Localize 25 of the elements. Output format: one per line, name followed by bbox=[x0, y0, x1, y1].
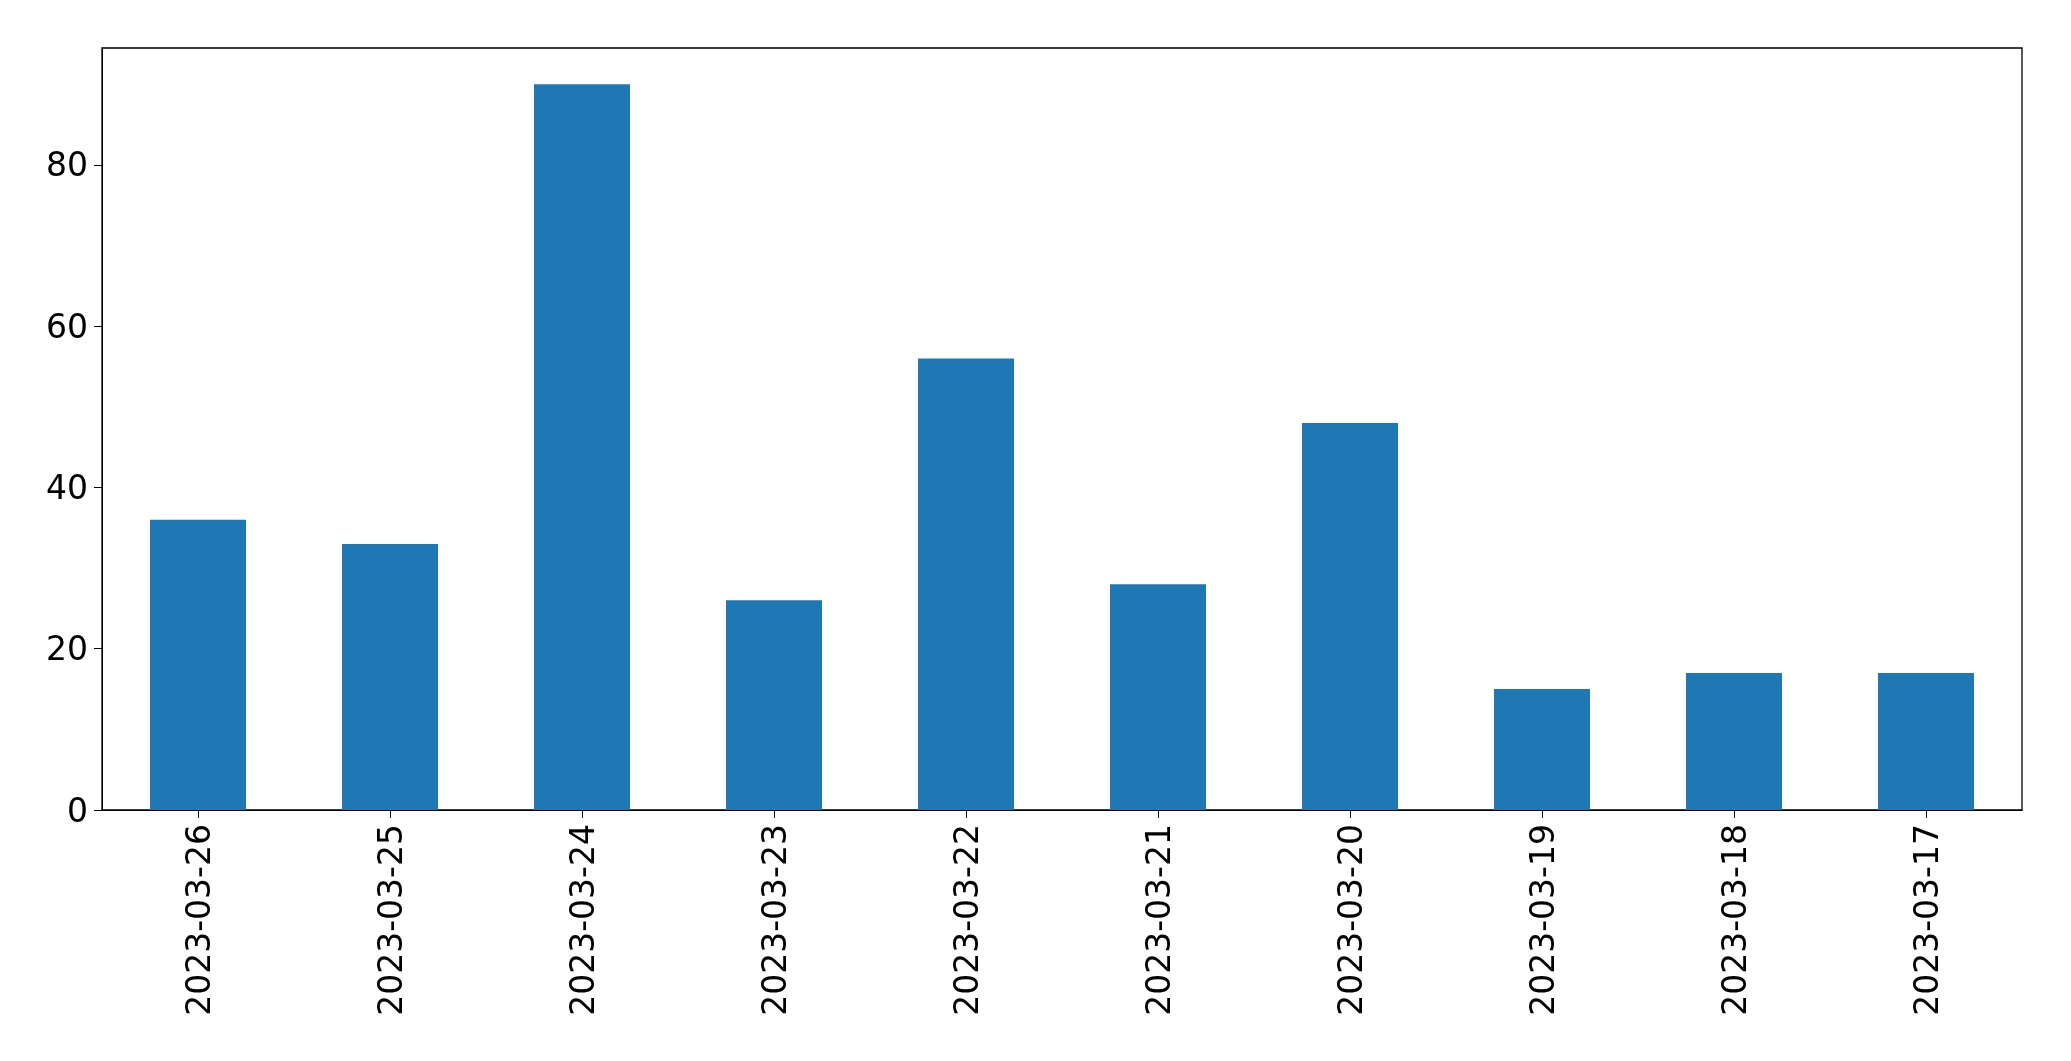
bar bbox=[1302, 422, 1398, 810]
bar bbox=[150, 519, 246, 810]
bar bbox=[1110, 584, 1206, 810]
x-tick-label: 2023-03-17 bbox=[1906, 824, 1946, 1016]
bar bbox=[918, 358, 1014, 810]
y-tick-label: 60 bbox=[46, 306, 88, 346]
y-tick-label: 20 bbox=[46, 629, 88, 669]
x-tick-label: 2023-03-22 bbox=[946, 824, 986, 1016]
bar bbox=[342, 543, 438, 810]
x-tick-label: 2023-03-26 bbox=[178, 824, 218, 1016]
bar bbox=[534, 84, 630, 810]
x-tick-label: 2023-03-23 bbox=[754, 824, 794, 1016]
y-tick-label: 0 bbox=[67, 790, 88, 830]
bar bbox=[1494, 689, 1590, 810]
bar bbox=[726, 600, 822, 810]
x-tick-label: 2023-03-24 bbox=[562, 824, 602, 1016]
x-tick-label: 2023-03-20 bbox=[1330, 824, 1370, 1016]
bar bbox=[1878, 672, 1974, 810]
x-tick-label: 2023-03-18 bbox=[1714, 824, 1754, 1016]
bar bbox=[1686, 672, 1782, 810]
x-tick-label: 2023-03-19 bbox=[1522, 824, 1562, 1016]
y-tick-label: 40 bbox=[46, 467, 88, 507]
x-tick-label: 2023-03-21 bbox=[1138, 824, 1178, 1016]
y-tick-label: 80 bbox=[46, 145, 88, 185]
x-tick-label: 2023-03-25 bbox=[370, 824, 410, 1016]
